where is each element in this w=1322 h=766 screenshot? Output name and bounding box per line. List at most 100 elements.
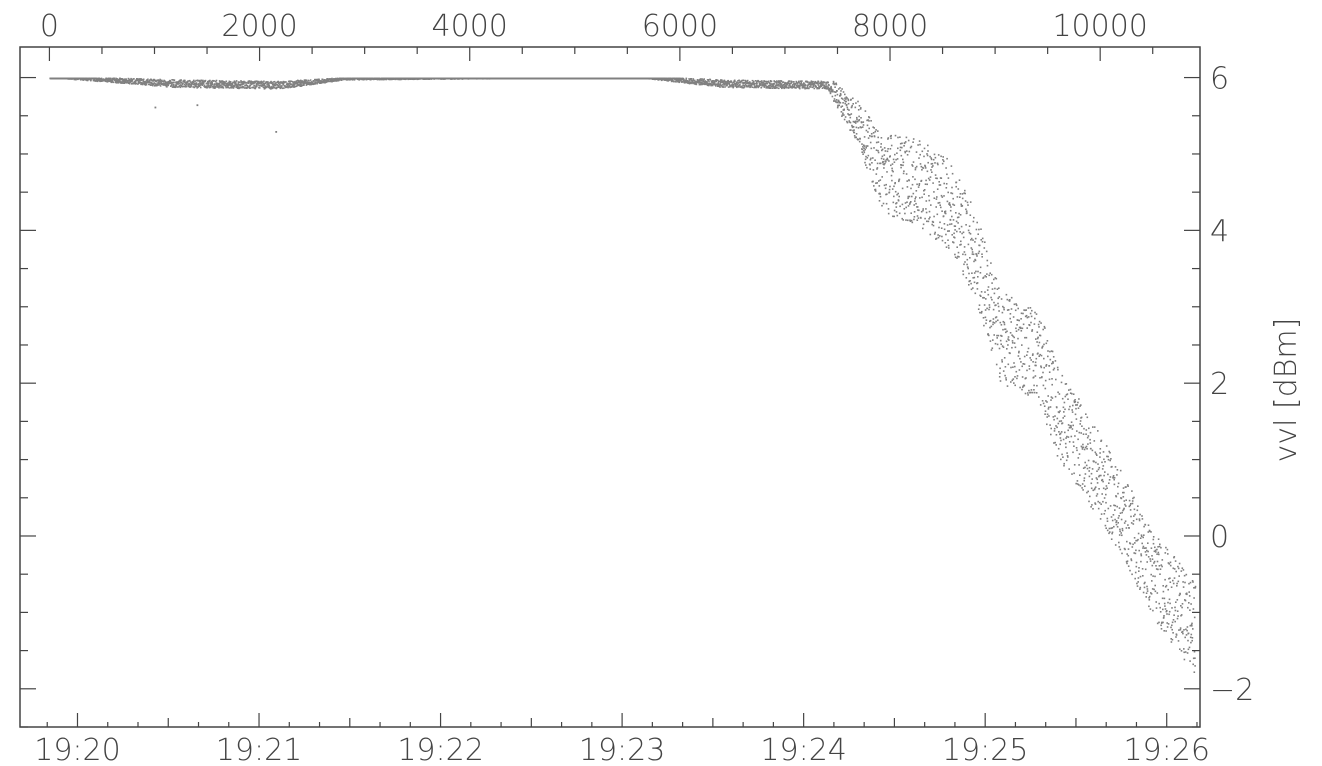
data-point <box>1017 328 1020 331</box>
data-point <box>725 81 727 83</box>
data-point <box>922 227 924 230</box>
data-point <box>1088 466 1091 469</box>
data-point <box>256 85 258 88</box>
data-point <box>760 86 763 89</box>
data-point <box>1008 300 1011 302</box>
data-point <box>858 119 860 122</box>
data-point <box>870 147 873 150</box>
data-point <box>999 339 1002 342</box>
data-point <box>920 179 923 182</box>
data-point <box>894 153 896 156</box>
data-point <box>795 84 798 87</box>
data-point <box>852 120 855 123</box>
data-point <box>1048 371 1051 373</box>
data-point <box>1088 470 1090 472</box>
data-point <box>1079 420 1082 422</box>
data-point <box>999 380 1002 382</box>
data-point <box>1021 327 1024 330</box>
data-point <box>798 86 801 89</box>
data-point <box>109 79 112 82</box>
data-point <box>234 83 237 85</box>
data-point <box>210 86 212 89</box>
data-point <box>999 367 1001 370</box>
data-point <box>716 83 719 86</box>
data-point <box>893 195 895 198</box>
data-point <box>899 136 901 138</box>
data-point <box>194 80 196 83</box>
data-point <box>786 82 788 84</box>
data-point <box>963 192 965 194</box>
data-point <box>860 107 862 109</box>
data-point <box>1023 309 1025 311</box>
data-point <box>1071 473 1073 475</box>
data-point <box>137 78 139 81</box>
data-point <box>883 154 886 156</box>
data-point <box>1033 389 1035 391</box>
data-point <box>135 82 137 85</box>
data-point <box>820 85 823 87</box>
data-point <box>811 86 814 89</box>
data-point <box>206 86 209 88</box>
data-point <box>962 231 965 234</box>
data-point <box>1035 364 1037 367</box>
data-point <box>968 225 971 227</box>
data-point <box>854 121 856 123</box>
data-point <box>829 88 831 90</box>
data-point <box>277 80 279 83</box>
data-point <box>895 202 898 204</box>
data-point <box>945 183 948 185</box>
data-point <box>276 84 279 86</box>
data-point <box>179 81 182 83</box>
data-point <box>991 347 994 349</box>
data-point <box>995 277 998 280</box>
data-point <box>1095 461 1097 464</box>
data-point <box>1015 370 1018 373</box>
data-point <box>1032 376 1035 379</box>
data-point <box>1054 395 1057 398</box>
data-point <box>835 101 837 103</box>
data-point <box>846 97 848 99</box>
data-point <box>202 82 205 85</box>
data-point <box>1057 368 1059 371</box>
data-point <box>1000 343 1002 345</box>
data-point <box>943 223 946 225</box>
data-point <box>704 83 707 86</box>
data-point <box>877 149 879 152</box>
data-point <box>1038 396 1040 398</box>
data-point <box>1025 377 1027 379</box>
data-point <box>993 278 995 281</box>
data-point <box>834 100 837 102</box>
data-point <box>288 80 291 82</box>
data-point <box>918 183 921 185</box>
data-point <box>924 183 927 185</box>
data-point <box>1071 409 1073 411</box>
data-point <box>1064 408 1066 411</box>
data-point <box>906 201 908 203</box>
data-point <box>947 230 949 232</box>
data-point <box>1012 316 1015 318</box>
data-point <box>902 161 905 164</box>
data-point <box>943 228 946 231</box>
data-point <box>1045 364 1048 366</box>
data-point <box>899 149 902 152</box>
data-point <box>960 225 963 228</box>
data-point <box>74 78 76 81</box>
data-point <box>691 81 694 83</box>
data-point <box>1055 434 1058 436</box>
data-point <box>742 86 744 88</box>
data-point <box>813 83 816 85</box>
data-point <box>995 304 997 306</box>
data-point <box>721 79 723 82</box>
data-point <box>1013 303 1016 306</box>
data-point <box>131 83 133 85</box>
data-point <box>885 202 888 205</box>
data-point <box>865 147 867 149</box>
data-point <box>1091 504 1093 506</box>
data-point <box>1042 402 1045 405</box>
data-point <box>1021 344 1023 346</box>
data-point <box>867 131 869 133</box>
data-point <box>959 196 961 198</box>
data-point <box>1067 424 1070 426</box>
data-point <box>290 80 293 83</box>
data-point <box>108 79 110 82</box>
